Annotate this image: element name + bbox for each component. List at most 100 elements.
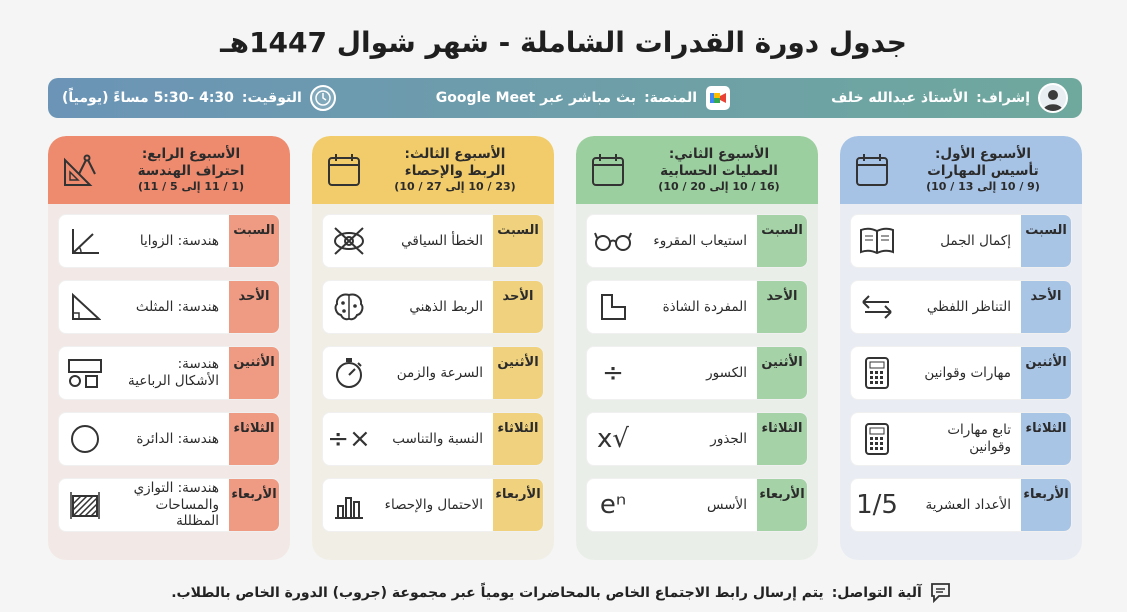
week-title: الأسبوع الثاني: — [668, 146, 770, 163]
week-subtitle: احتراف الهندسة — [137, 163, 245, 180]
week-card-1: الأسبوع الأول: تأسيس المهارات (9 / 10 إل… — [840, 136, 1082, 560]
day-row: الأحد هندسة: المثلث — [58, 280, 280, 334]
info-bar: إشراف: الأستاذ عبدالله خلف المنصة: بث مب… — [48, 78, 1082, 118]
week-header: الأسبوع الثالث: الربط والإحصاء (23 / 10 … — [312, 136, 554, 204]
day-row: الأربعاء هندسة: التوازي والمساحات المظللة — [58, 478, 280, 532]
day-topic: الأعداد العشرية — [925, 496, 1011, 513]
day-label: السبت — [493, 215, 543, 267]
footer-label: آلية التواصل: — [831, 585, 922, 601]
week-header: الأسبوع الثاني: العمليات الحسابية (16 / … — [576, 136, 818, 204]
supervisor-info: إشراف: الأستاذ عبدالله خلف — [831, 83, 1068, 113]
exponent-icon: eⁿ — [599, 490, 627, 520]
day-row: السبت هندسة: الزوايا — [58, 214, 280, 268]
calendar-icon — [856, 154, 888, 186]
day-row: الثلاثاء تابع مهارات وقوانين — [850, 412, 1072, 466]
day-label: الثلاثاء — [757, 413, 807, 465]
calendar-icon — [592, 154, 624, 186]
footer-text: يتم إرسال رابط الاجتماع الخاص بالمحاضرات… — [171, 585, 824, 601]
day-label: الأثنين — [229, 347, 279, 399]
day-row: الأربعاء الاحتمال والإحصاء — [322, 478, 544, 532]
day-row: الأحد المفردة الشاذة — [586, 280, 808, 334]
odd-shape-icon — [587, 281, 639, 333]
book-icon — [851, 215, 903, 267]
day-row: السبت إكمال الجمل — [850, 214, 1072, 268]
day-topic: المفردة الشاذة — [662, 298, 747, 315]
circle-icon — [59, 413, 111, 465]
week-subtitle: تأسيس المهارات — [927, 163, 1039, 180]
day-label: الأربعاء — [229, 479, 279, 531]
day-label: الثلاثاء — [1021, 413, 1071, 465]
day-topic: مهارات وقوانين — [924, 364, 1011, 381]
week-card-2: الأسبوع الثاني: العمليات الحسابية (16 / … — [576, 136, 818, 560]
day-label: الثلاثاء — [229, 413, 279, 465]
day-label: الأثنين — [757, 347, 807, 399]
glasses-icon — [587, 215, 639, 267]
day-label: الأحد — [229, 281, 279, 333]
crossed-eye-icon — [323, 215, 375, 267]
platform-info: المنصة: بث مباشر عبر Google Meet — [436, 85, 731, 111]
week-subtitle: الربط والإحصاء — [404, 163, 506, 180]
day-label: الأثنين — [493, 347, 543, 399]
day-topic: التناظر اللفظي — [926, 298, 1011, 315]
day-topic: الجذور — [710, 430, 747, 447]
supervisor-label: إشراف: — [976, 90, 1030, 106]
decimal-fraction-icon: 1/5 — [856, 490, 898, 520]
supervisor-name: الأستاذ عبدالله خلف — [831, 90, 969, 106]
calendar-icon — [328, 154, 360, 186]
day-topic: الخطأ السياقي — [401, 232, 483, 249]
day-row: الأثنين هندسة: الأشكال الرباعية — [58, 346, 280, 400]
day-row: الأربعاء الأعداد العشرية 1/5 — [850, 478, 1072, 532]
day-label: السبت — [1021, 215, 1071, 267]
day-topic: هندسة: التوازي والمساحات المظللة — [133, 479, 219, 530]
avatar — [1038, 83, 1068, 113]
week-subtitle: العمليات الحسابية — [660, 163, 778, 180]
bar-chart-icon — [323, 479, 375, 531]
day-topic: السرعة والزمن — [396, 364, 483, 381]
week-header: الأسبوع الرابع: احتراف الهندسة (1 / 11 إ… — [48, 136, 290, 204]
week-title: الأسبوع الرابع: — [141, 146, 241, 163]
day-topic: هندسة: المثلث — [135, 298, 219, 315]
brain-icon — [323, 281, 375, 333]
day-row: السبت استيعاب المقروء — [586, 214, 808, 268]
day-label: السبت — [229, 215, 279, 267]
week-dates: (9 / 10 إلى 13 / 10) — [926, 180, 1040, 193]
timing-value: 4:30 -5:30 مساءً (يومياً) — [62, 90, 234, 106]
day-label: الأثنين — [1021, 347, 1071, 399]
day-topic: هندسة: الأشكال الرباعية — [128, 356, 219, 389]
day-topic: الاحتمال والإحصاء — [384, 496, 483, 513]
day-row: الأثنين مهارات وقوانين — [850, 346, 1072, 400]
day-row: الثلاثاء النسبة والتناسب ×÷ — [322, 412, 544, 466]
platform-label: المنصة: — [644, 90, 698, 106]
google-meet-icon — [706, 86, 731, 110]
day-topic: الربط الذهني — [409, 298, 483, 315]
day-row: الثلاثاء الجذور √x — [586, 412, 808, 466]
times-divide-icon: ×÷ — [327, 424, 371, 454]
day-topic: هندسة: الزوايا — [139, 232, 219, 249]
chat-icon — [930, 583, 950, 604]
day-row: السبت الخطأ السياقي — [322, 214, 544, 268]
day-row: الثلاثاء هندسة: الدائرة — [58, 412, 280, 466]
day-topic: تابع مهارات وقوانين — [947, 422, 1011, 455]
clock-icon — [309, 85, 336, 111]
day-label: الأحد — [493, 281, 543, 333]
day-topic: الأسس — [707, 496, 747, 513]
day-topic: النسبة والتناسب — [392, 430, 483, 447]
swap-arrows-icon — [851, 281, 903, 333]
calculator-icon — [851, 413, 903, 465]
calculator-icon — [851, 347, 903, 399]
day-label: السبت — [757, 215, 807, 267]
week-title: الأسبوع الأول: — [934, 146, 1032, 163]
quad-shapes-icon — [59, 347, 111, 399]
day-topic: إكمال الجمل — [940, 232, 1011, 249]
day-row: الأحد التناظر اللفظي — [850, 280, 1072, 334]
week-dates: (16 / 10 إلى 20 / 10) — [658, 180, 780, 193]
day-row: الأربعاء الأسس eⁿ — [586, 478, 808, 532]
timing-label: التوقيت: — [241, 90, 302, 106]
square-root-icon: √x — [597, 424, 629, 454]
day-label: الأربعاء — [1021, 479, 1071, 531]
day-row: الأثنين السرعة والزمن — [322, 346, 544, 400]
page-title: جدول دورة القدرات الشاملة - شهر شوال 144… — [220, 26, 907, 59]
day-label: الأحد — [757, 281, 807, 333]
day-row: الأحد الربط الذهني — [322, 280, 544, 334]
day-label: الثلاثاء — [493, 413, 543, 465]
